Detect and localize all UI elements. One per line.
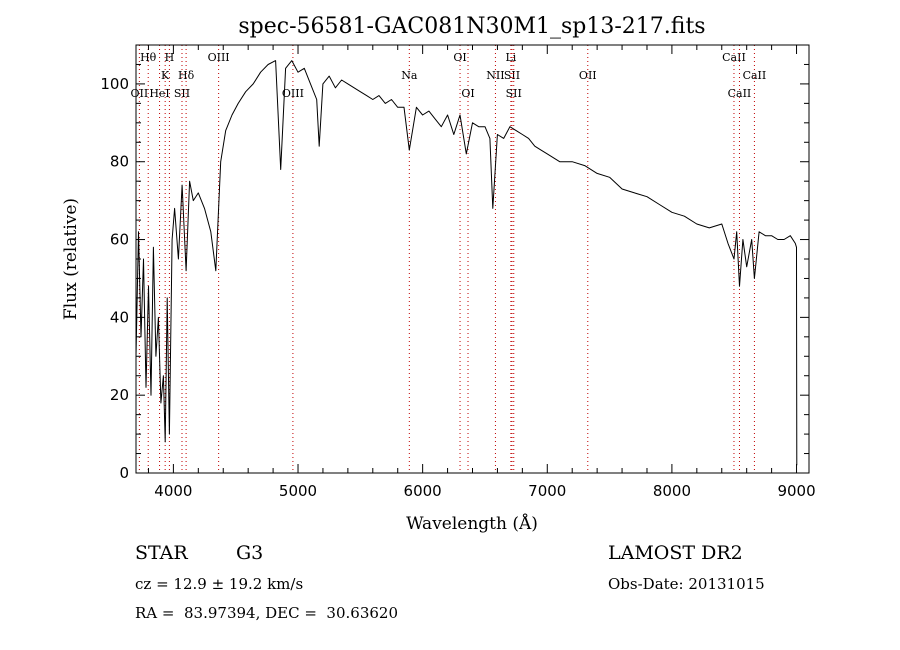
line-marker-label: CaII — [722, 51, 746, 64]
line-marker-label: OII — [131, 87, 149, 100]
line-marker-label: H — [165, 51, 175, 64]
line-marker-label: CaII — [728, 87, 752, 100]
x-tick-label: 9000 — [777, 482, 815, 500]
x-axis-label: Wavelength (Å) — [406, 513, 538, 534]
redshift-text: cz = 12.9 ± 19.2 km/s — [135, 575, 304, 593]
line-marker-label: K — [161, 69, 170, 82]
line-marker-label: Hθ — [140, 51, 157, 64]
plot-area — [135, 60, 798, 466]
obs-date-text: Obs-Date: 20131015 — [608, 575, 765, 593]
line-marker-label: SII — [174, 87, 190, 100]
x-tick-label: 7000 — [528, 482, 566, 500]
x-tick-label: 4000 — [154, 482, 192, 500]
x-axis: 4000 5000 6000 7000 8000 9000 — [147, 45, 816, 500]
plot-frame — [135, 44, 810, 474]
x-tick-label: 8000 — [653, 482, 691, 500]
coordinates-text: RA = 83.97394, DEC = 30.63620 — [135, 604, 399, 622]
y-tick-label: 80 — [110, 153, 129, 171]
line-marker-label: OI — [461, 87, 474, 100]
y-tick-label: 20 — [110, 386, 129, 404]
spectral-subclass: G3 — [236, 542, 264, 564]
y-tick-label: 40 — [110, 308, 129, 326]
line-marker-label: SII — [504, 69, 520, 82]
line-marker-label: HeI — [149, 87, 169, 100]
line-marker-label: CaII — [743, 69, 767, 82]
y-tick-label: 100 — [100, 75, 129, 93]
line-marker-label: OI — [453, 51, 466, 64]
line-marker-label: OIII — [208, 51, 230, 64]
x-tick-label: 6000 — [404, 482, 442, 500]
line-marker-label: OIII — [282, 87, 304, 100]
line-marker-label: Na — [401, 69, 418, 82]
y-axis-label: Flux (relative) — [61, 198, 81, 320]
y-tick-label: 60 — [110, 231, 129, 249]
line-marker-label: SII — [506, 87, 522, 100]
spectrum-series-0 — [135, 60, 798, 466]
chart-title: spec-56581-GAC081N30M1_sp13-217.fits — [238, 14, 705, 39]
x-tick-label: 5000 — [279, 482, 317, 500]
y-tick-label: 0 — [119, 464, 129, 482]
survey-name: LAMOST DR2 — [608, 542, 743, 564]
line-marker-label: Li — [505, 51, 516, 64]
line-marker-label: Hδ — [178, 69, 195, 82]
y-axis: 0 20 40 60 80 100 — [100, 44, 809, 482]
line-marker-label: NII — [486, 69, 504, 82]
object-class: STAR — [135, 542, 188, 564]
line-marker-label: OII — [579, 69, 597, 82]
